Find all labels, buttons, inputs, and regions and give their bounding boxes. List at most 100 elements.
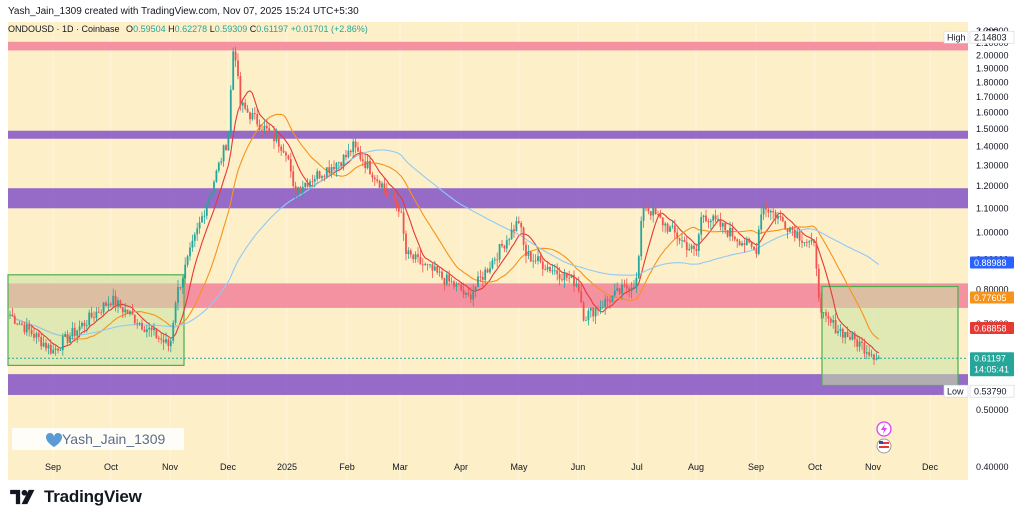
candle[interactable] — [193, 232, 196, 248]
candle[interactable] — [342, 153, 345, 171]
candle[interactable] — [217, 161, 220, 173]
candle[interactable] — [633, 279, 635, 289]
candle[interactable] — [486, 267, 489, 274]
candle[interactable] — [263, 120, 266, 134]
candle[interactable] — [551, 263, 554, 275]
candle[interactable] — [697, 232, 700, 257]
candle[interactable] — [813, 238, 815, 247]
candle[interactable] — [743, 239, 746, 253]
candle[interactable] — [153, 323, 155, 336]
candle[interactable] — [863, 338, 866, 358]
candle[interactable] — [625, 278, 628, 295]
candle[interactable] — [390, 188, 393, 200]
candle[interactable] — [796, 228, 799, 239]
candle[interactable] — [273, 125, 275, 149]
candle[interactable] — [479, 269, 482, 283]
candle[interactable] — [803, 242, 806, 247]
candle[interactable] — [201, 211, 203, 223]
candle[interactable] — [306, 178, 309, 188]
candle[interactable] — [623, 279, 626, 288]
candle[interactable] — [544, 264, 547, 271]
candle[interactable] — [136, 318, 139, 329]
candle[interactable] — [767, 207, 770, 218]
candle[interactable] — [100, 309, 103, 316]
candle[interactable] — [265, 119, 268, 134]
candle[interactable] — [729, 221, 731, 242]
candle[interactable] — [484, 266, 487, 284]
candle[interactable] — [340, 161, 343, 170]
candle[interactable] — [846, 326, 849, 338]
candle[interactable] — [165, 332, 167, 345]
candle[interactable] — [330, 163, 333, 178]
candle[interactable] — [537, 250, 539, 265]
candle[interactable] — [774, 209, 777, 225]
candle[interactable] — [565, 272, 568, 282]
candle[interactable] — [637, 254, 640, 279]
candle[interactable] — [539, 254, 542, 264]
candle[interactable] — [109, 301, 112, 307]
candle[interactable] — [568, 270, 571, 283]
candle[interactable] — [323, 174, 326, 182]
candle[interactable] — [287, 154, 290, 161]
price-axis[interactable]: USD 2.200002.100002.000001.900001.800001… — [943, 26, 1015, 472]
candle[interactable] — [78, 320, 81, 338]
candle[interactable] — [138, 322, 141, 326]
flag-icon-us[interactable] — [876, 438, 892, 454]
candle[interactable] — [700, 212, 703, 241]
candle[interactable] — [191, 234, 194, 252]
candle[interactable] — [409, 248, 412, 259]
candle[interactable] — [791, 225, 794, 236]
candle[interactable] — [205, 203, 208, 220]
candle[interactable] — [815, 237, 818, 277]
candle[interactable] — [54, 345, 57, 356]
candle[interactable] — [364, 154, 367, 174]
candle[interactable] — [208, 193, 211, 208]
candle[interactable] — [688, 243, 691, 252]
candle[interactable] — [37, 331, 40, 342]
candle[interactable] — [561, 273, 563, 282]
candle[interactable] — [520, 221, 523, 233]
candle[interactable] — [309, 179, 311, 191]
candle[interactable] — [786, 228, 789, 239]
candle[interactable] — [73, 322, 76, 342]
candle[interactable] — [469, 287, 472, 304]
candle[interactable] — [18, 321, 21, 325]
candle[interactable] — [237, 53, 239, 80]
candle[interactable] — [354, 135, 357, 154]
candles[interactable] — [9, 46, 880, 366]
candle[interactable] — [400, 207, 403, 214]
candle[interactable] — [613, 283, 616, 298]
candle[interactable] — [66, 330, 69, 347]
candle[interactable] — [318, 170, 321, 180]
candle[interactable] — [119, 299, 122, 309]
candle[interactable] — [333, 160, 335, 171]
candle[interactable] — [870, 349, 873, 358]
candle[interactable] — [57, 348, 59, 354]
candle[interactable] — [822, 312, 825, 319]
candle[interactable] — [347, 143, 350, 159]
candle[interactable] — [784, 220, 787, 230]
candle[interactable] — [844, 331, 847, 344]
ma-badge[interactable]: 0.88988 — [970, 256, 1014, 269]
candle[interactable] — [573, 270, 575, 293]
candle[interactable] — [726, 230, 729, 238]
candle[interactable] — [361, 152, 364, 167]
candle[interactable] — [753, 246, 755, 251]
candle[interactable] — [441, 267, 443, 281]
candle[interactable] — [385, 183, 388, 198]
candle[interactable] — [877, 355, 880, 360]
candle[interactable] — [90, 306, 93, 319]
candle[interactable] — [798, 230, 801, 247]
candle[interactable] — [121, 307, 124, 319]
candle[interactable] — [49, 339, 52, 355]
candle[interactable] — [635, 272, 638, 293]
candle[interactable] — [481, 271, 484, 287]
candle[interactable] — [541, 258, 544, 277]
candle[interactable] — [861, 337, 863, 351]
candle[interactable] — [841, 327, 844, 344]
candle[interactable] — [11, 307, 14, 317]
ma-badge[interactable]: 0.68858 — [970, 322, 1014, 335]
candle[interactable] — [277, 135, 280, 153]
candle[interactable] — [366, 153, 369, 170]
